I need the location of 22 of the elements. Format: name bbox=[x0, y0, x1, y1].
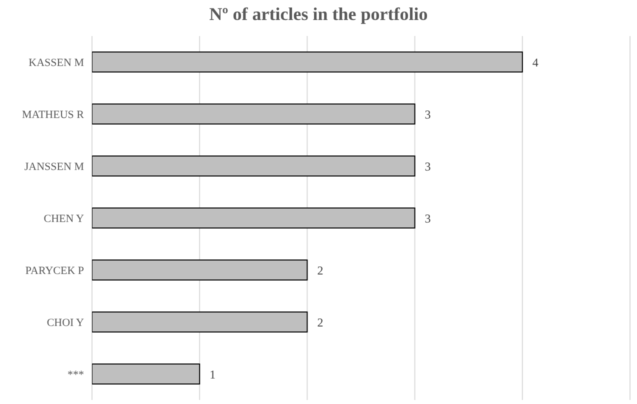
bar bbox=[92, 312, 308, 332]
bar bbox=[92, 364, 200, 384]
y-tick-label: CHOI Y bbox=[46, 316, 84, 329]
y-tick-label: *** bbox=[68, 368, 84, 381]
data-label: 3 bbox=[424, 107, 431, 122]
y-tick-label: MATHEUS R bbox=[22, 108, 85, 121]
data-label: 2 bbox=[317, 263, 324, 278]
bar bbox=[92, 52, 523, 72]
y-tick-label: KASSEN M bbox=[28, 56, 84, 69]
data-label: 3 bbox=[424, 159, 431, 174]
y-tick-label: PARYCEK P bbox=[25, 264, 84, 277]
data-label: 1 bbox=[210, 367, 216, 382]
bar bbox=[92, 156, 416, 176]
bar bbox=[92, 208, 416, 228]
y-tick-label: JANSSEN M bbox=[24, 160, 84, 173]
data-label: 2 bbox=[317, 315, 324, 330]
y-tick-label: CHEN Y bbox=[44, 212, 84, 225]
bar bbox=[92, 260, 308, 280]
data-label: 4 bbox=[532, 55, 538, 70]
chart-title: Nº of articles in the portfolio bbox=[208, 4, 429, 26]
data-label: 3 bbox=[424, 211, 431, 226]
bar bbox=[92, 104, 416, 124]
